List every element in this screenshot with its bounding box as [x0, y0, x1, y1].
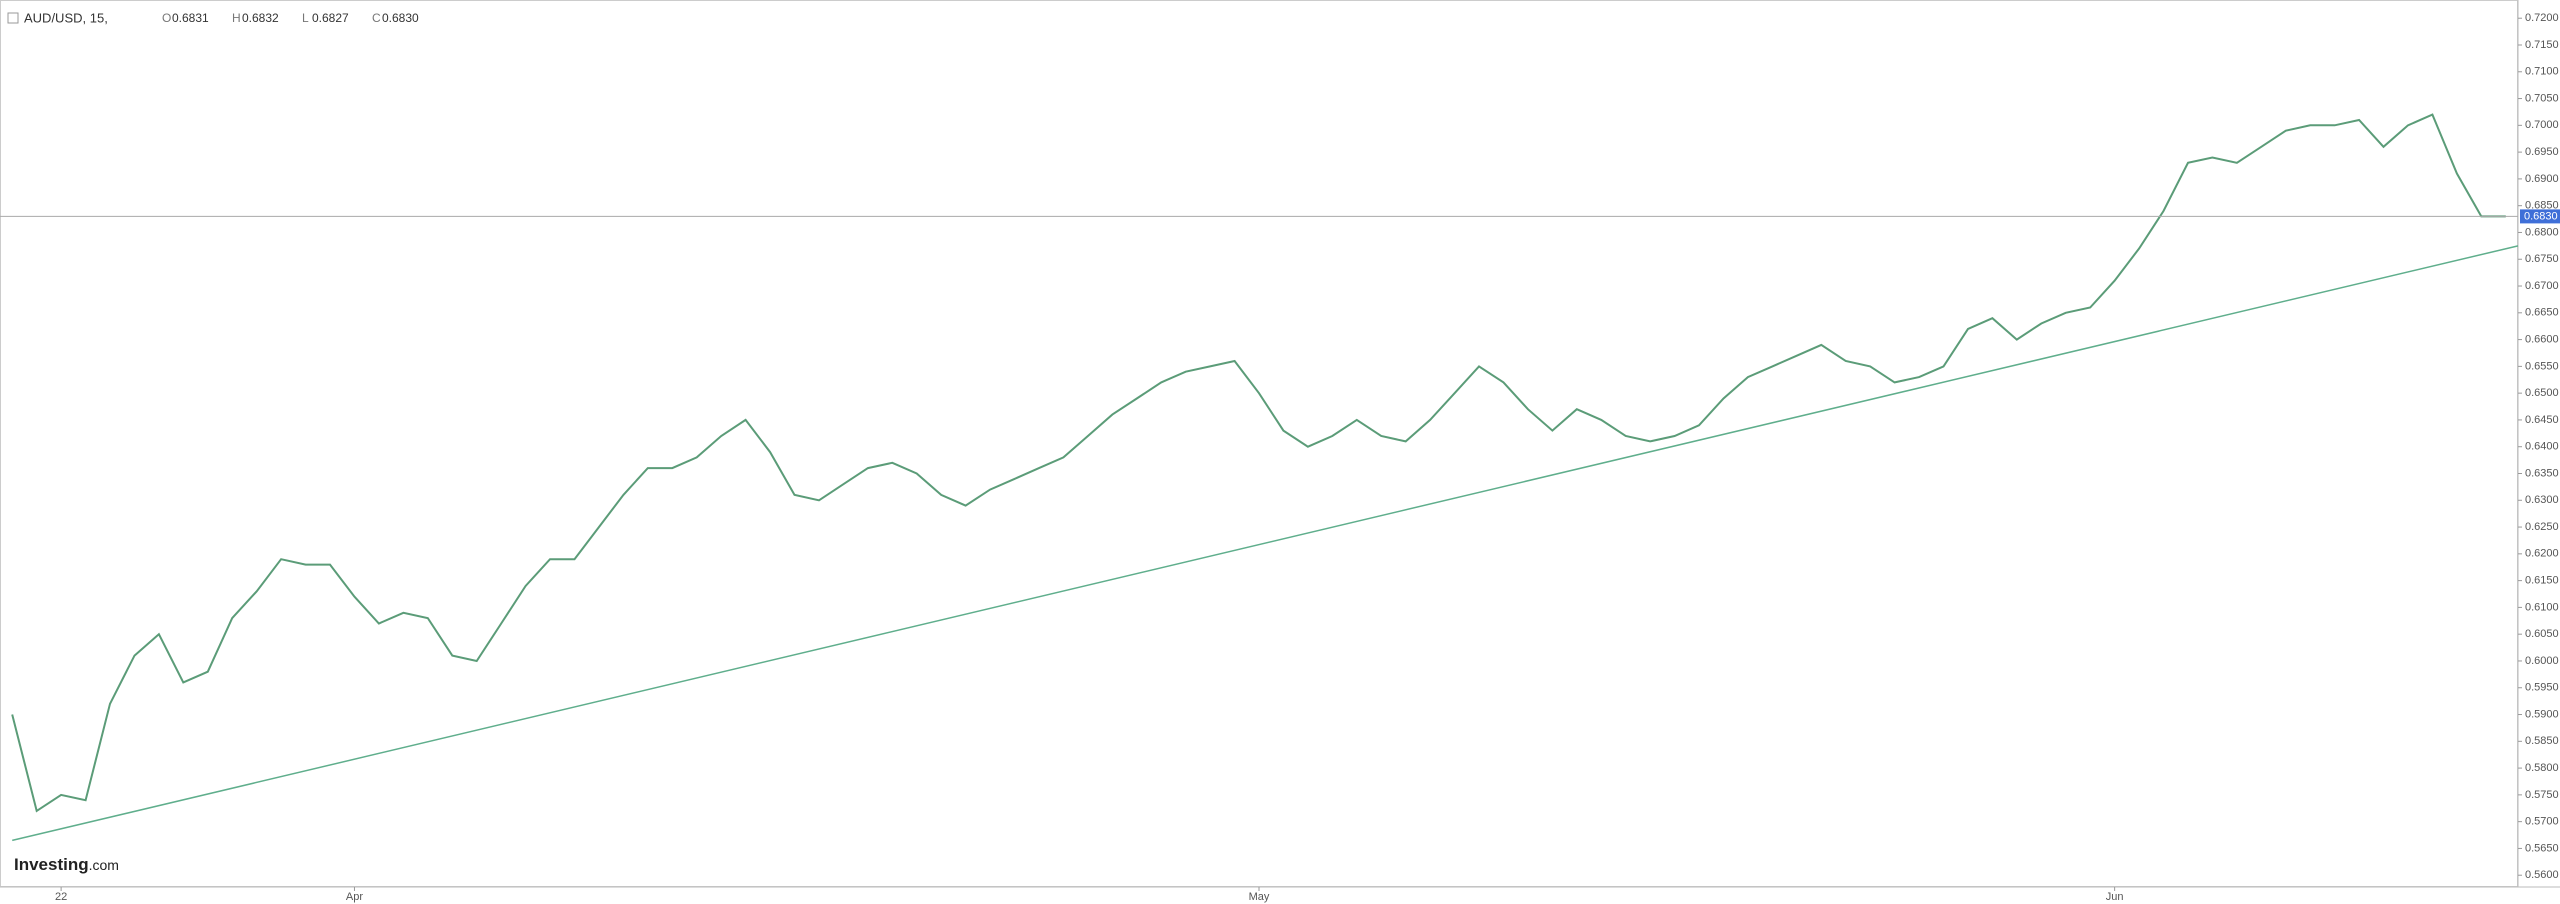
y-tick-label: 0.6950 [2525, 146, 2559, 158]
y-tick-label: 0.5950 [2525, 682, 2559, 694]
ohlc-key: O [162, 11, 171, 25]
y-tick-label: 0.5650 [2525, 842, 2559, 854]
last-price-label: 0.6830 [2524, 210, 2558, 222]
y-tick-label: 0.7200 [2525, 12, 2559, 24]
y-tick-label: 0.6150 [2525, 575, 2559, 587]
y-tick-label: 0.7100 [2525, 66, 2559, 78]
x-tick-label: May [1249, 891, 1270, 903]
ohlc-key: L [302, 11, 309, 25]
y-tick-label: 0.5900 [2525, 708, 2559, 720]
x-tick-label: 22 [55, 891, 67, 903]
collapse-icon[interactable] [7, 12, 19, 24]
y-tick-label: 0.6900 [2525, 173, 2559, 185]
logo-brand: Investing.com [14, 855, 119, 874]
y-tick-label: 0.6450 [2525, 414, 2559, 426]
y-tick-label: 0.6850 [2525, 200, 2559, 212]
ohlc-key: H [232, 11, 241, 25]
ohlc-value: 0.6832 [242, 11, 279, 25]
y-tick-label: 0.7150 [2525, 39, 2559, 51]
y-tick-label: 0.6100 [2525, 601, 2559, 613]
y-tick-label: 0.6000 [2525, 655, 2559, 667]
y-tick-label: 0.7050 [2525, 92, 2559, 104]
last-price-box [2520, 209, 2560, 224]
y-tick-label: 0.6550 [2525, 360, 2559, 372]
y-tick-label: 0.6500 [2525, 387, 2559, 399]
ohlc: O 0.6831 H 0.6832 L 0.6827 C 0.6830 [162, 11, 419, 25]
trend-line [12, 245, 2519, 842]
y-tick-label: 0.6250 [2525, 521, 2559, 533]
y-tick-label: 0.5800 [2525, 762, 2559, 774]
ohlc-value: 0.6830 [382, 11, 419, 25]
y-tick-label: 0.6200 [2525, 548, 2559, 560]
y-tick-label: 0.6650 [2525, 307, 2559, 319]
y-tick-label: 0.6400 [2525, 441, 2559, 453]
y-tick-label: 0.7000 [2525, 119, 2559, 131]
y-tick-label: 0.6600 [2525, 333, 2559, 345]
y-tick-label: 0.6800 [2525, 226, 2559, 238]
y-tick-label: 0.6700 [2525, 280, 2559, 292]
y-tick-label: 0.6750 [2525, 253, 2559, 265]
y-tick-label: 0.5700 [2525, 816, 2559, 828]
ohlc-value: 0.6827 [312, 11, 349, 25]
price-line [11, 113, 2506, 813]
x-tick-label: Apr [346, 891, 363, 903]
y-tick-label: 0.6050 [2525, 628, 2559, 640]
symbol: AUD/USD, 15, [24, 10, 108, 25]
y-tick-label: 0.5850 [2525, 735, 2559, 747]
logo-suffix: .com [89, 857, 119, 873]
x-tick-label: Jun [2106, 891, 2124, 903]
ohlc-key: C [372, 11, 381, 25]
ohlc-value: 0.6831 [172, 11, 209, 25]
y-tick-label: 0.6350 [2525, 467, 2559, 479]
y-tick-label: 0.6300 [2525, 494, 2559, 506]
logo-brand-text: Investing [14, 855, 89, 874]
y-tick-label: 0.5600 [2525, 869, 2559, 881]
y-tick-label: 0.5750 [2525, 789, 2559, 801]
